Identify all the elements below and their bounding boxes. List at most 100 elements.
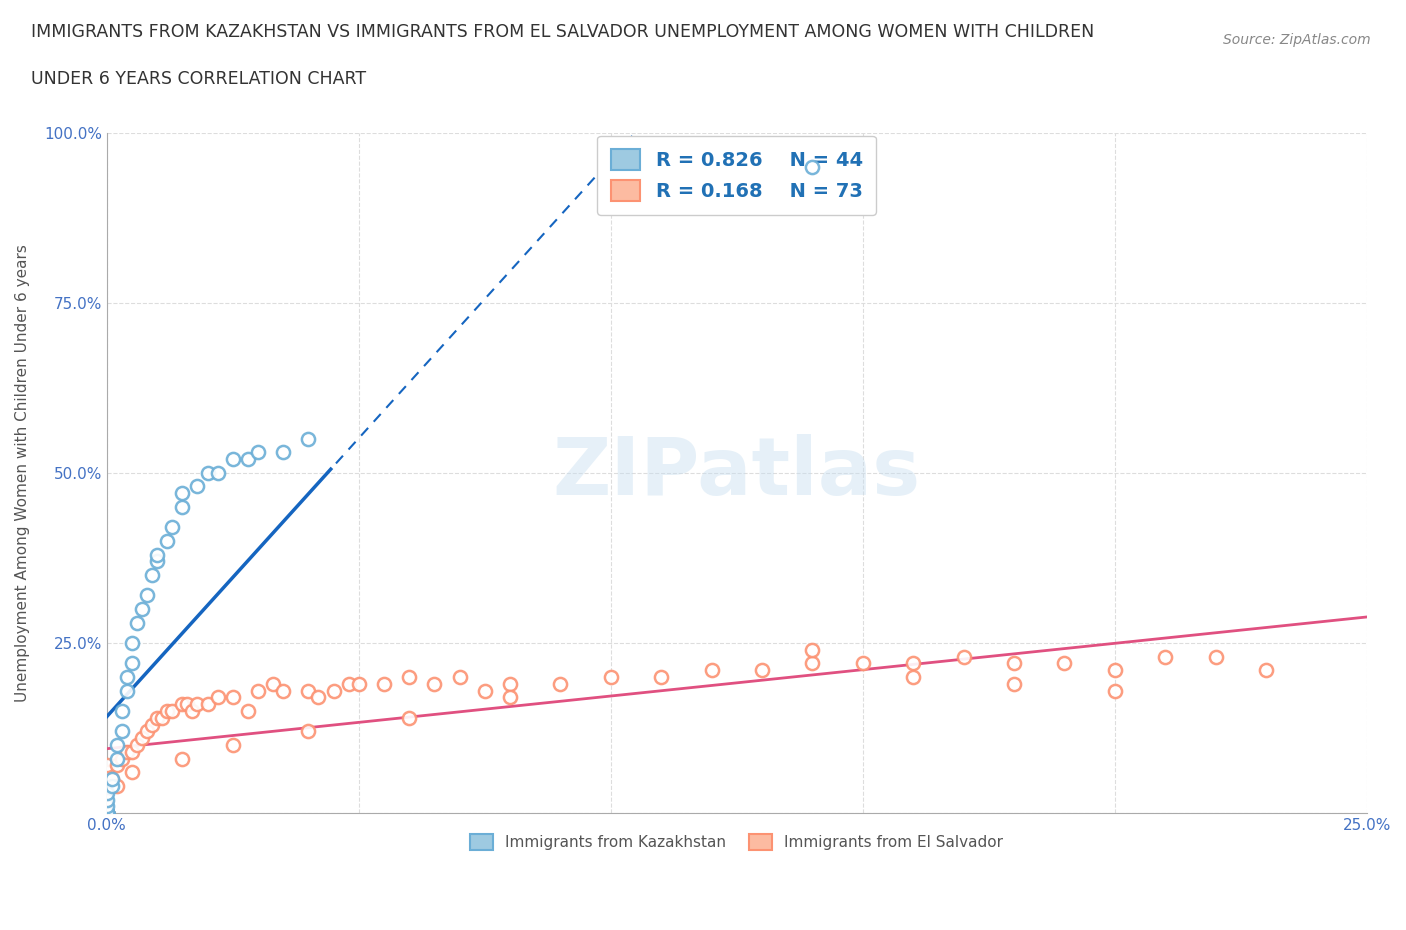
- Text: UNDER 6 YEARS CORRELATION CHART: UNDER 6 YEARS CORRELATION CHART: [31, 70, 366, 87]
- Point: [347, 676, 370, 691]
- Point: [105, 778, 128, 793]
- Point: [111, 751, 134, 766]
- Point: [96, 805, 118, 820]
- Point: [172, 499, 194, 514]
- Point: [322, 684, 344, 698]
- Text: IMMIGRANTS FROM KAZAKHSTAN VS IMMIGRANTS FROM EL SALVADOR UNEMPLOYMENT AMONG WOM: IMMIGRANTS FROM KAZAKHSTAN VS IMMIGRANTS…: [31, 23, 1094, 41]
- Point: [1254, 663, 1277, 678]
- Point: [121, 656, 143, 671]
- Point: [96, 805, 118, 820]
- Point: [96, 805, 118, 820]
- Point: [801, 643, 824, 658]
- Point: [297, 432, 319, 446]
- Point: [236, 704, 259, 719]
- Point: [156, 534, 179, 549]
- Point: [96, 805, 118, 820]
- Point: [186, 697, 208, 711]
- Point: [952, 649, 974, 664]
- Point: [1154, 649, 1177, 664]
- Point: [271, 684, 294, 698]
- Point: [156, 704, 179, 719]
- Point: [96, 805, 118, 820]
- Point: [162, 704, 184, 719]
- Point: [176, 697, 198, 711]
- Point: [1002, 656, 1025, 671]
- Point: [146, 547, 169, 562]
- Point: [101, 772, 124, 787]
- Point: [121, 764, 143, 779]
- Point: [222, 690, 245, 705]
- Point: [96, 805, 118, 820]
- Point: [96, 805, 118, 820]
- Point: [901, 656, 924, 671]
- Point: [150, 711, 173, 725]
- Point: [550, 676, 572, 691]
- Point: [136, 588, 159, 603]
- Point: [297, 724, 319, 739]
- Point: [111, 724, 134, 739]
- Point: [115, 744, 138, 759]
- Point: [801, 159, 824, 174]
- Point: [96, 805, 118, 820]
- Point: [96, 805, 118, 820]
- Point: [121, 744, 143, 759]
- Point: [115, 670, 138, 684]
- Point: [96, 772, 118, 787]
- Point: [398, 670, 420, 684]
- Point: [105, 737, 128, 752]
- Text: ZIPatlas: ZIPatlas: [553, 434, 921, 512]
- Point: [1104, 663, 1126, 678]
- Point: [1002, 676, 1025, 691]
- Point: [115, 684, 138, 698]
- Point: [172, 751, 194, 766]
- Point: [96, 805, 118, 820]
- Point: [207, 465, 229, 480]
- Point: [1053, 656, 1076, 671]
- Point: [271, 445, 294, 460]
- Point: [222, 452, 245, 467]
- Point: [337, 676, 360, 691]
- Point: [751, 663, 773, 678]
- Point: [96, 805, 118, 820]
- Point: [499, 690, 522, 705]
- Point: [96, 792, 118, 807]
- Point: [105, 751, 128, 766]
- Point: [297, 684, 319, 698]
- Point: [172, 697, 194, 711]
- Point: [146, 711, 169, 725]
- Point: [96, 805, 118, 820]
- Point: [96, 805, 118, 820]
- Point: [246, 445, 269, 460]
- Point: [599, 670, 621, 684]
- Point: [181, 704, 204, 719]
- Point: [1205, 649, 1227, 664]
- Point: [96, 805, 118, 820]
- Point: [96, 805, 118, 820]
- Point: [499, 676, 522, 691]
- Point: [1104, 684, 1126, 698]
- Point: [901, 670, 924, 684]
- Point: [801, 656, 824, 671]
- Point: [105, 758, 128, 773]
- Point: [96, 758, 118, 773]
- Point: [474, 684, 496, 698]
- Point: [96, 805, 118, 820]
- Point: [307, 690, 329, 705]
- Point: [373, 676, 395, 691]
- Point: [162, 520, 184, 535]
- Point: [141, 567, 163, 582]
- Y-axis label: Unemployment Among Women with Children Under 6 years: Unemployment Among Women with Children U…: [15, 244, 30, 702]
- Point: [96, 805, 118, 820]
- Point: [96, 805, 118, 820]
- Point: [236, 452, 259, 467]
- Point: [131, 731, 153, 746]
- Point: [146, 554, 169, 569]
- Point: [222, 737, 245, 752]
- Text: Source: ZipAtlas.com: Source: ZipAtlas.com: [1223, 33, 1371, 46]
- Point: [125, 615, 148, 630]
- Point: [172, 485, 194, 500]
- Point: [101, 772, 124, 787]
- Point: [398, 711, 420, 725]
- Point: [136, 724, 159, 739]
- Point: [186, 479, 208, 494]
